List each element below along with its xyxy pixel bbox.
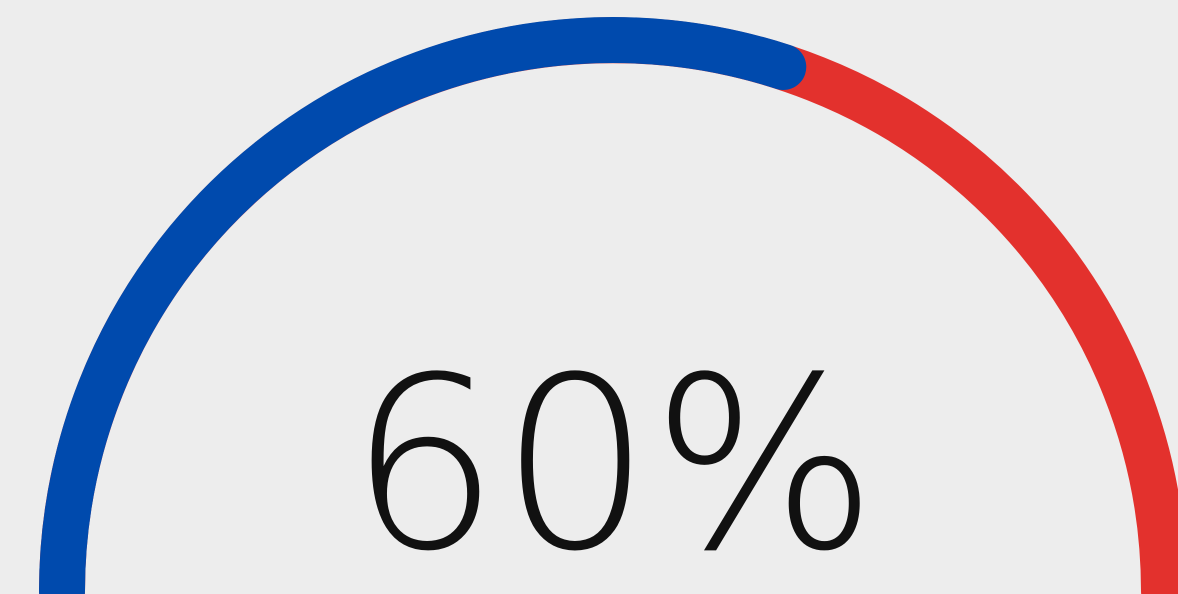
gauge-value-label: 60% (349, 327, 878, 594)
gauge-value-arc (39, 17, 807, 594)
